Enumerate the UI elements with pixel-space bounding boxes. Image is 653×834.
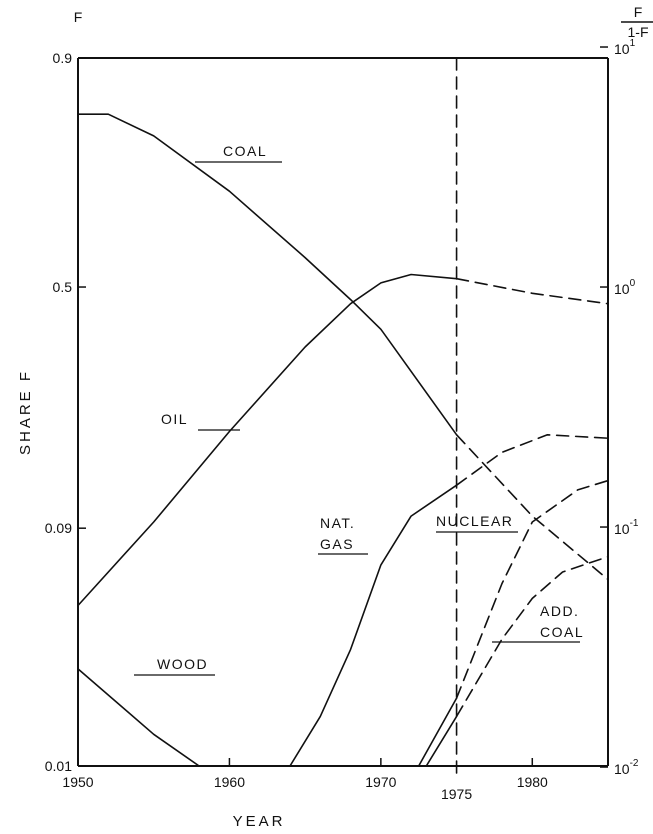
y-tick-label-right-base-2: 10 [614,521,630,537]
y-tick-label-right-exp-1: 0 [630,278,636,289]
x-tick-label-3: 1980 [517,774,548,790]
series-labels: COAL OIL NAT. GAS NUCLEAR ADD. COAL WOOD [134,143,584,676]
x-tick-label-0: 1950 [62,774,93,790]
series-oil-projection [455,277,609,305]
y-tick-label-right-3: 10-2 [614,758,639,777]
right-axis-label-denominator: 1-F [628,24,649,40]
right-axis-label: F 1-F [621,4,653,40]
x-tick-label-2: 1970 [365,774,396,790]
y-tick-label-left-3: 0.01 [45,758,72,774]
left-axis-ticks: 0.9 0.5 0.09 0.01 [45,50,86,774]
series-label-nuclear: NUCLEAR [436,513,518,533]
series-label-oil: OIL [161,411,240,431]
series-coal-projection [455,434,609,581]
y-axis-title: SHARE F [17,369,34,455]
y-tick-label-right-base-1: 10 [614,281,630,297]
series-label-coal: COAL [195,143,282,163]
series-label-nat-gas: NAT. GAS [318,515,368,555]
plot-frame [77,57,609,767]
series-lines [77,113,609,767]
series-label-add-coal: ADD. COAL [492,603,584,643]
series-label-text-nat-gas: NAT. GAS [320,515,355,552]
series-label-text-oil: OIL [161,411,188,427]
series-nat-gas-projection [455,434,609,486]
year-marker: 1975 [441,57,472,802]
series-nuclear-projection [455,479,609,699]
y-tick-label-left-2: 0.09 [45,520,72,536]
series-add-coal-historical [425,715,458,767]
y-tick-label-right-exp-3: -2 [630,758,639,769]
x-tick-label-1: 1960 [214,774,245,790]
year-marker-label: 1975 [441,786,472,802]
x-axis-ticks: 1950 1960 1970 1980 [62,758,548,790]
series-oil-historical [77,273,458,607]
y-tick-label-right-1: 100 [614,278,636,297]
left-axis-label: F [74,9,83,25]
y-tick-label-left-0: 0.9 [53,50,73,66]
y-tick-label-right-2: 10-1 [614,518,639,537]
series-label-text-coal: COAL [223,143,267,159]
x-axis-title: YEAR [233,813,286,830]
series-wood-historical [77,668,200,767]
series-label-wood: WOOD [134,656,215,676]
y-tick-label-right-base-0: 10 [614,41,630,57]
y-tick-label-left-1: 0.5 [53,279,73,295]
series-nuclear-historical [417,697,458,767]
y-tick-label-right-0: 101 [614,38,636,57]
y-tick-label-right-exp-0: 1 [630,38,636,49]
series-coal-historical [77,113,458,436]
series-nat-gas-historical [289,484,458,767]
y-tick-label-right-exp-2: -1 [630,518,639,529]
series-add-coal-projection [455,555,609,718]
series-label-text-nuclear: NUCLEAR [436,513,513,529]
series-label-text-add-coal: ADD. COAL [540,603,584,640]
y-tick-label-right-base-3: 10 [614,761,630,777]
right-axis-label-numerator: F [634,4,643,20]
series-label-text-wood: WOOD [157,656,208,672]
